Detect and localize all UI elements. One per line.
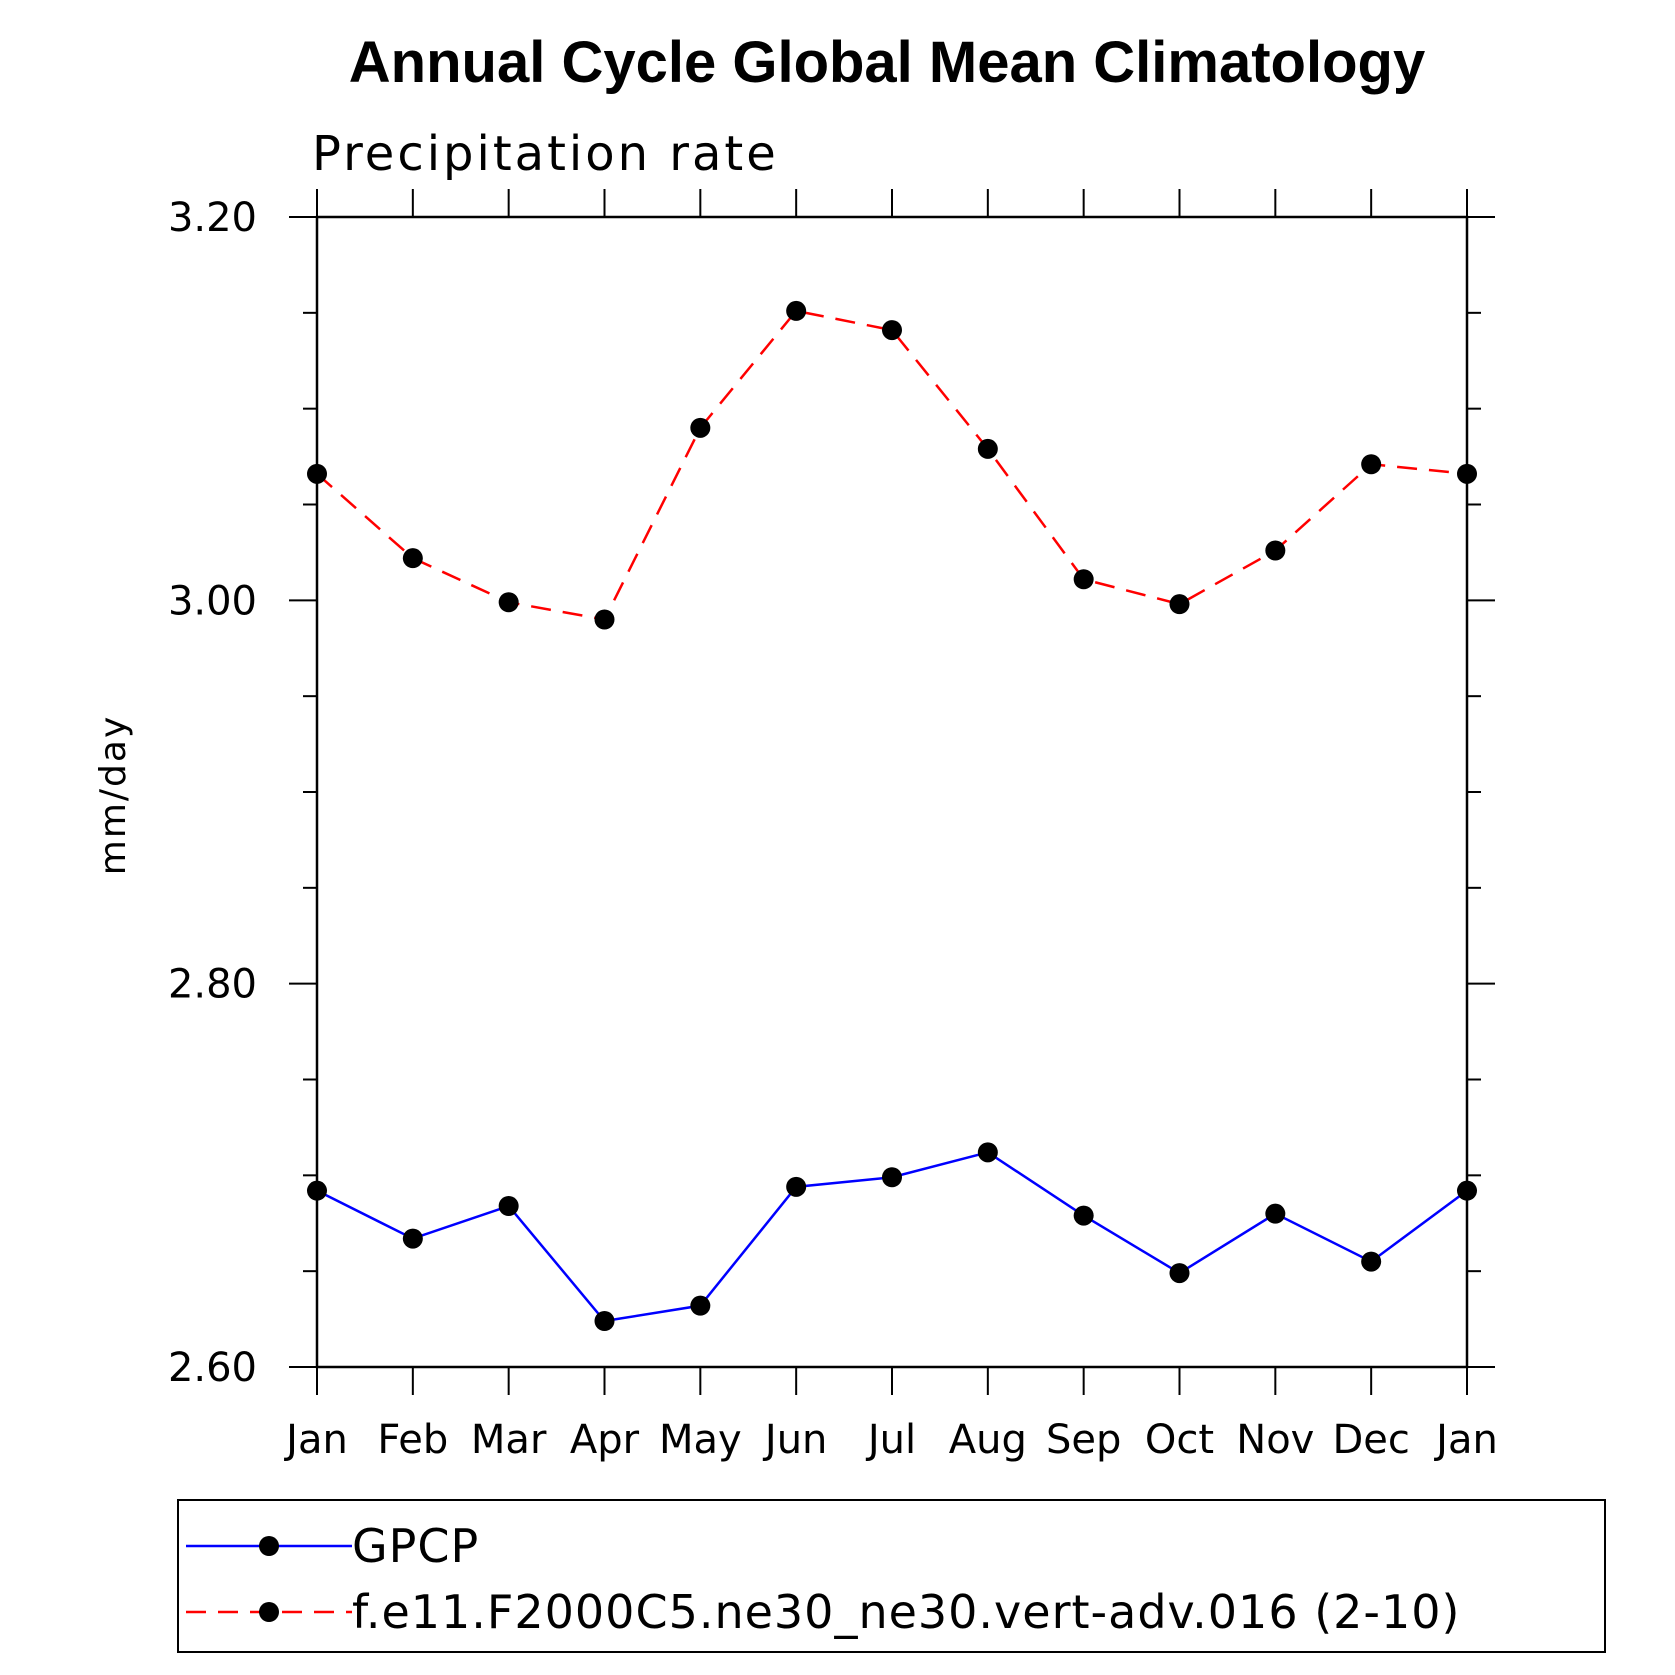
data-point-1 <box>977 438 998 459</box>
x-tick-label: Aug <box>949 1417 1027 1463</box>
data-point-0 <box>1361 1251 1382 1272</box>
x-tick-label: Apr <box>570 1417 640 1463</box>
plot-frame <box>315 215 1469 1369</box>
data-point-0 <box>594 1311 615 1331</box>
y-axis-label: mm/day <box>93 715 134 875</box>
legend-label-model: f.e11.F2000C5.ne30_ne30.vert-adv.016 (2-… <box>352 1585 1461 1639</box>
x-tick-label: Jun <box>762 1417 828 1463</box>
x-tick-label: Sep <box>1046 1417 1121 1463</box>
data-point-1 <box>402 548 423 569</box>
plot-border <box>315 215 1469 1369</box>
legend-swatch-marker-gpcp <box>259 1536 279 1556</box>
x-tick-label: Dec <box>1332 1417 1409 1463</box>
x-tick-label: Mar <box>471 1417 547 1463</box>
x-tick-label: Feb <box>377 1417 448 1463</box>
data-point-1 <box>882 320 902 341</box>
plot-series <box>307 300 1477 1331</box>
data-point-0 <box>307 1180 327 1201</box>
data-point-0 <box>402 1228 423 1249</box>
data-point-0 <box>1073 1205 1094 1226</box>
data-point-0 <box>977 1142 998 1163</box>
x-axis: Jan Feb Mar Apr May Jun Jul Aug Sep Oct Nov Dec Jan <box>283 189 1498 1463</box>
y-tick-label: 3.20 <box>168 195 257 241</box>
x-tick-label: Nov <box>1236 1417 1314 1463</box>
legend-box <box>177 1499 1606 1653</box>
legend: GPCP f.e11.F2000C5.ne30_ne30.vert-adv.01… <box>177 1499 1606 1653</box>
y-tick-label: 2.60 <box>168 1345 257 1391</box>
x-tick-label: Oct <box>1145 1417 1214 1463</box>
data-point-1 <box>498 592 519 613</box>
chart-subtitle: Precipitation rate <box>312 126 779 182</box>
y-axis: 2.60 2.80 3.00 3.20 <box>168 195 1495 1391</box>
x-tick-label: May <box>659 1417 742 1463</box>
data-point-1 <box>786 300 807 321</box>
data-point-0 <box>786 1176 807 1197</box>
data-point-1 <box>1073 569 1094 590</box>
data-point-0 <box>1169 1263 1190 1284</box>
series-line-1 <box>316 309 1468 621</box>
data-point-1 <box>307 463 327 484</box>
data-point-1 <box>1169 594 1190 615</box>
legend-swatch-marker-model <box>259 1602 279 1622</box>
data-point-1 <box>594 609 615 630</box>
data-point-1 <box>1265 540 1286 561</box>
x-tick-label: Jan <box>1433 1417 1498 1463</box>
x-tick-label: Jul <box>865 1417 916 1463</box>
x-tick-label: Jan <box>283 1417 348 1463</box>
data-point-0 <box>1457 1180 1477 1201</box>
data-point-1 <box>690 417 711 438</box>
data-point-0 <box>1265 1203 1286 1224</box>
y-tick-label: 3.00 <box>168 578 257 624</box>
legend-label-gpcp: GPCP <box>352 1519 479 1573</box>
data-point-1 <box>1457 463 1477 484</box>
data-point-0 <box>498 1196 519 1216</box>
data-point-1 <box>1361 454 1382 475</box>
data-point-0 <box>690 1295 711 1316</box>
y-tick-label: 2.80 <box>168 962 257 1008</box>
data-point-0 <box>882 1167 902 1188</box>
chart-title: Annual Cycle Global Mean Climatology <box>349 30 1425 95</box>
